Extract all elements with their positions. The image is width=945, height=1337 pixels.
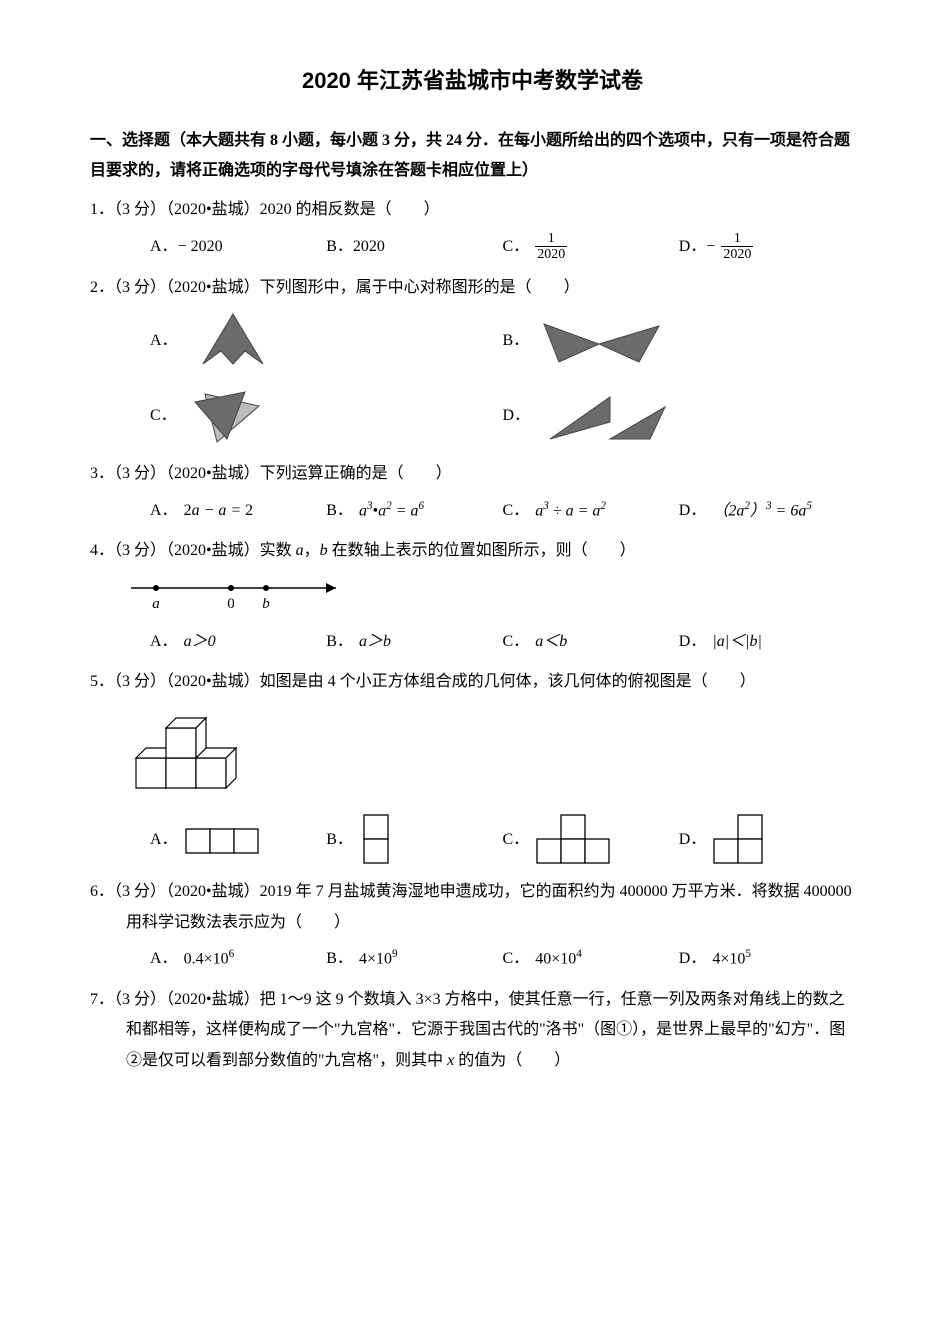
q2-option-a: A． (150, 309, 503, 374)
question-4: 4．（3 分）（2020•盐城）实数 a，b 在数轴上表示的位置如图所示，则（ … (90, 536, 855, 657)
q1-d-label: D．− (679, 232, 716, 262)
shape-c-icon (187, 384, 277, 449)
topview-a-icon (184, 825, 262, 855)
q1-b-text: B．2020 (326, 232, 385, 262)
q2-option-b: B． (503, 309, 856, 374)
q5-stem: 5．（3 分）（2020•盐城）如图是由 4 个小正方体组合成的几何体，该几何体… (90, 667, 855, 697)
shape-d-icon (540, 387, 670, 447)
q2-option-d: D． (503, 384, 856, 449)
question-5: 5．（3 分）（2020•盐城）如图是由 4 个小正方体组合成的几何体，该几何体… (90, 667, 855, 867)
q6-option-a: A．0.4×106 (150, 944, 326, 975)
q1-option-b: B．2020 (326, 231, 502, 263)
q3-a-math: 2a − a = 2 (184, 496, 254, 526)
q5-option-b: B． (326, 813, 502, 867)
q5-option-d: D． (679, 813, 855, 867)
section-header: 一、选择题（本大题共有 8 小题，每小题 3 分，共 24 分．在每小题所给出的… (90, 126, 855, 187)
question-2: 2．（3 分）（2020•盐城）下列图形中，属于中心对称图形的是（ ） A． B… (90, 273, 855, 449)
q4-option-a: A．a＞0 (150, 627, 326, 657)
q3-d-math: （2a2）3 = 6a5 (712, 496, 812, 527)
q3-option-b: B．a3•a2 = a6 (326, 496, 502, 527)
q6-stem: 6．（3 分）（2020•盐城）2019 年 7 月盐城黄海湿地申遗成功，它的面… (90, 877, 855, 938)
q2-a-label: A． (150, 326, 178, 356)
q4-option-c: C．a＜b (503, 627, 679, 657)
topview-c-icon (535, 813, 613, 867)
q1-option-d: D．− 12020 (679, 231, 855, 263)
q1-c-label: C． (503, 232, 530, 262)
q2-c-label: C． (150, 401, 177, 431)
q1-stem: 1．（3 分）（2020•盐城）2020 的相反数是（ ） (90, 195, 855, 225)
question-3: 3．（3 分）（2020•盐城）下列运算正确的是（ ） A．2a − a = 2… (90, 459, 855, 526)
question-1: 1．（3 分）（2020•盐城）2020 的相反数是（ ） A．− 2020 B… (90, 195, 855, 263)
question-7: 7．（3 分）（2020•盐城）把 1～9 这 9 个数填入 3×3 方格中，使… (90, 985, 855, 1076)
q3-c-math: a3 ÷ a = a2 (535, 496, 606, 527)
q3-stem: 3．（3 分）（2020•盐城）下列运算正确的是（ ） (90, 459, 855, 489)
axis-label-a: a (152, 596, 160, 612)
fraction-icon: 12020 (535, 231, 567, 263)
question-6: 6．（3 分）（2020•盐城）2019 年 7 月盐城黄海湿地申遗成功，它的面… (90, 877, 855, 975)
q6-option-b: B．4×109 (326, 944, 502, 975)
q6-option-d: D．4×105 (679, 944, 855, 975)
q5-option-a: A． (150, 813, 326, 867)
q2-option-c: C． (150, 384, 503, 449)
q1-option-c: C． 12020 (503, 231, 679, 263)
q4-option-d: D．|a|＜|b| (679, 627, 855, 657)
axis-label-b: b (262, 596, 270, 612)
q1-option-a: A．− 2020 (150, 231, 326, 263)
q6-option-c: C．40×104 (503, 944, 679, 975)
fraction-icon: 12020 (721, 231, 753, 263)
q3-option-a: A．2a − a = 2 (150, 496, 326, 527)
number-line-figure: a 0 b (90, 573, 855, 617)
q1-a-text: A．− 2020 (150, 232, 223, 262)
q2-d-label: D． (503, 401, 531, 431)
q7-stem: 7．（3 分）（2020•盐城）把 1～9 这 9 个数填入 3×3 方格中，使… (90, 985, 855, 1076)
q2-b-label: B． (503, 326, 530, 356)
q3-option-c: C．a3 ÷ a = a2 (503, 496, 679, 527)
shape-a-icon (188, 309, 278, 374)
solid-figure (90, 703, 855, 803)
page-title: 2020 年江苏省盐城市中考数学试卷 (90, 60, 855, 102)
q4-stem: 4．（3 分）（2020•盐城）实数 a，b 在数轴上表示的位置如图所示，则（ … (90, 536, 855, 566)
shape-b-icon (539, 314, 669, 369)
q4-option-b: B．a＞b (326, 627, 502, 657)
axis-label-0: 0 (227, 596, 235, 612)
topview-b-icon (359, 813, 393, 867)
q3-b-math: a3•a2 = a6 (359, 496, 424, 527)
topview-d-icon (712, 813, 768, 867)
q3-option-d: D．（2a2）3 = 6a5 (679, 496, 855, 527)
q5-option-c: C． (503, 813, 679, 867)
q2-stem: 2．（3 分）（2020•盐城）下列图形中，属于中心对称图形的是（ ） (90, 273, 855, 303)
